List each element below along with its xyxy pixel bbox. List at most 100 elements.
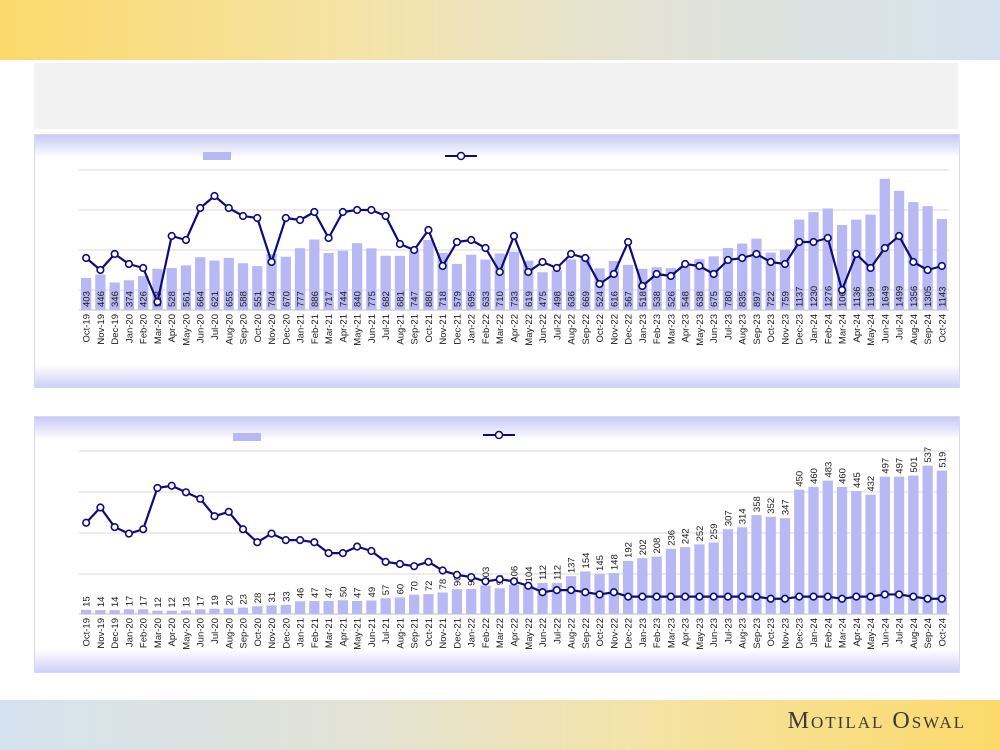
x-tick-label: Nov-21: [438, 618, 449, 649]
bar: [266, 254, 277, 310]
line-point: [623, 237, 633, 247]
bar: [836, 486, 848, 614]
bar-value-label: 664: [196, 291, 207, 307]
bar: [394, 255, 406, 310]
x-tick-label: Jul-24: [895, 618, 906, 644]
bar-value-label: 112: [538, 565, 549, 580]
x-tick-label: Jan-23: [638, 618, 649, 647]
line-point: [595, 279, 604, 289]
bar-value-label: 148: [609, 554, 620, 570]
x-tick-label: Nov-21: [438, 314, 449, 345]
bar: [779, 518, 791, 614]
line-point: [552, 263, 561, 273]
bar-value-label: 722: [766, 291, 777, 307]
bar: [594, 268, 605, 310]
bar-value-label: 636: [567, 291, 578, 307]
bar: [665, 548, 677, 614]
bar: [409, 250, 420, 310]
x-tick-label: Feb-23: [652, 314, 663, 344]
bar-value-label: 780: [723, 291, 734, 307]
x-tick-label: Nov-20: [267, 314, 278, 345]
bar: [651, 556, 662, 614]
bar: [737, 243, 748, 310]
bar-value-label: 537: [923, 447, 934, 463]
x-tick-label: Oct-21: [424, 314, 435, 343]
bar-value-label: 548: [681, 291, 692, 307]
bar: [751, 238, 762, 310]
line-point: [937, 261, 946, 271]
x-tick-label: Jun-21: [367, 618, 378, 647]
bar-value-label: 70: [410, 581, 421, 592]
bar: [209, 608, 220, 614]
header-gradient-band: [0, 0, 1000, 60]
x-tick-label: Oct-22: [595, 314, 606, 343]
bar-value-label: 616: [609, 291, 620, 307]
line-point: [267, 529, 276, 538]
line-point: [424, 557, 433, 566]
bar-value-label: 498: [552, 291, 563, 307]
line-point: [809, 592, 818, 601]
line-point: [410, 245, 419, 255]
line-point: [96, 503, 105, 512]
bar-value-label: 1356: [909, 286, 920, 307]
x-tick-label: Sep-24: [923, 618, 934, 649]
bar-value-label: 90: [452, 576, 463, 587]
bar: [366, 600, 377, 614]
bar: [309, 239, 320, 310]
bar: [808, 212, 819, 310]
line-point: [338, 549, 347, 558]
bar: [622, 264, 634, 310]
x-tick-label: Dec-20: [281, 314, 292, 345]
x-tick-label: Aug-23: [738, 314, 749, 345]
bar-value-label: 551: [253, 291, 264, 307]
bar: [722, 247, 734, 310]
x-tick-label: Jul-23: [723, 314, 734, 340]
line-point: [623, 592, 633, 601]
bar: [922, 206, 933, 310]
line-point: [681, 592, 690, 601]
bar-value-label: 50: [338, 587, 349, 598]
x-tick-label: Mar-23: [666, 314, 677, 344]
x-tick-label: Jul-20: [210, 618, 221, 644]
bar-value-label: 192: [624, 542, 635, 558]
line-point: [295, 536, 305, 545]
line-point: [310, 538, 319, 547]
line-point: [281, 213, 290, 223]
bar-value-label: 358: [752, 496, 763, 512]
x-tick-label: Nov-19: [96, 314, 107, 345]
x-tick-label: May-24: [866, 314, 877, 346]
x-tick-label: Jun-22: [538, 314, 549, 343]
x-tick-label: Jun-21: [367, 314, 378, 343]
line-point: [566, 249, 576, 259]
bar: [694, 259, 705, 310]
brand-logo-text: Motilal Oswal: [787, 708, 966, 734]
line-point: [96, 265, 105, 275]
line-point: [253, 538, 262, 547]
bar: [180, 265, 192, 310]
x-tick-label: Aug-23: [738, 618, 749, 649]
x-tick-label: Jan-21: [296, 618, 307, 647]
bar-value-label: 695: [467, 291, 478, 307]
bar-value-label: 1649: [880, 286, 891, 307]
line-point: [181, 235, 191, 245]
bar-value-label: 208: [652, 538, 663, 554]
x-tick-label: Sep-23: [752, 314, 763, 345]
bar-value-label: 46: [296, 588, 307, 599]
x-tick-label: Apr-20: [167, 314, 178, 343]
line-point: [196, 494, 205, 503]
line-point: [167, 481, 176, 490]
bar: [80, 609, 92, 614]
x-tick-label: Jun-23: [709, 314, 720, 343]
bar-value-label: 23: [239, 594, 250, 605]
x-tick-label: Apr-22: [510, 618, 521, 647]
bar-value-label: 12: [153, 597, 164, 608]
bar: [722, 529, 734, 614]
x-tick-label: Jan-24: [809, 314, 820, 343]
x-tick-label: Feb-22: [481, 314, 492, 344]
legend-bar-swatch: [233, 433, 261, 441]
line-point: [723, 255, 733, 265]
bar: [152, 610, 163, 614]
bar: [280, 256, 291, 310]
x-tick-label: Aug-22: [567, 314, 578, 345]
line-point: [837, 285, 847, 295]
